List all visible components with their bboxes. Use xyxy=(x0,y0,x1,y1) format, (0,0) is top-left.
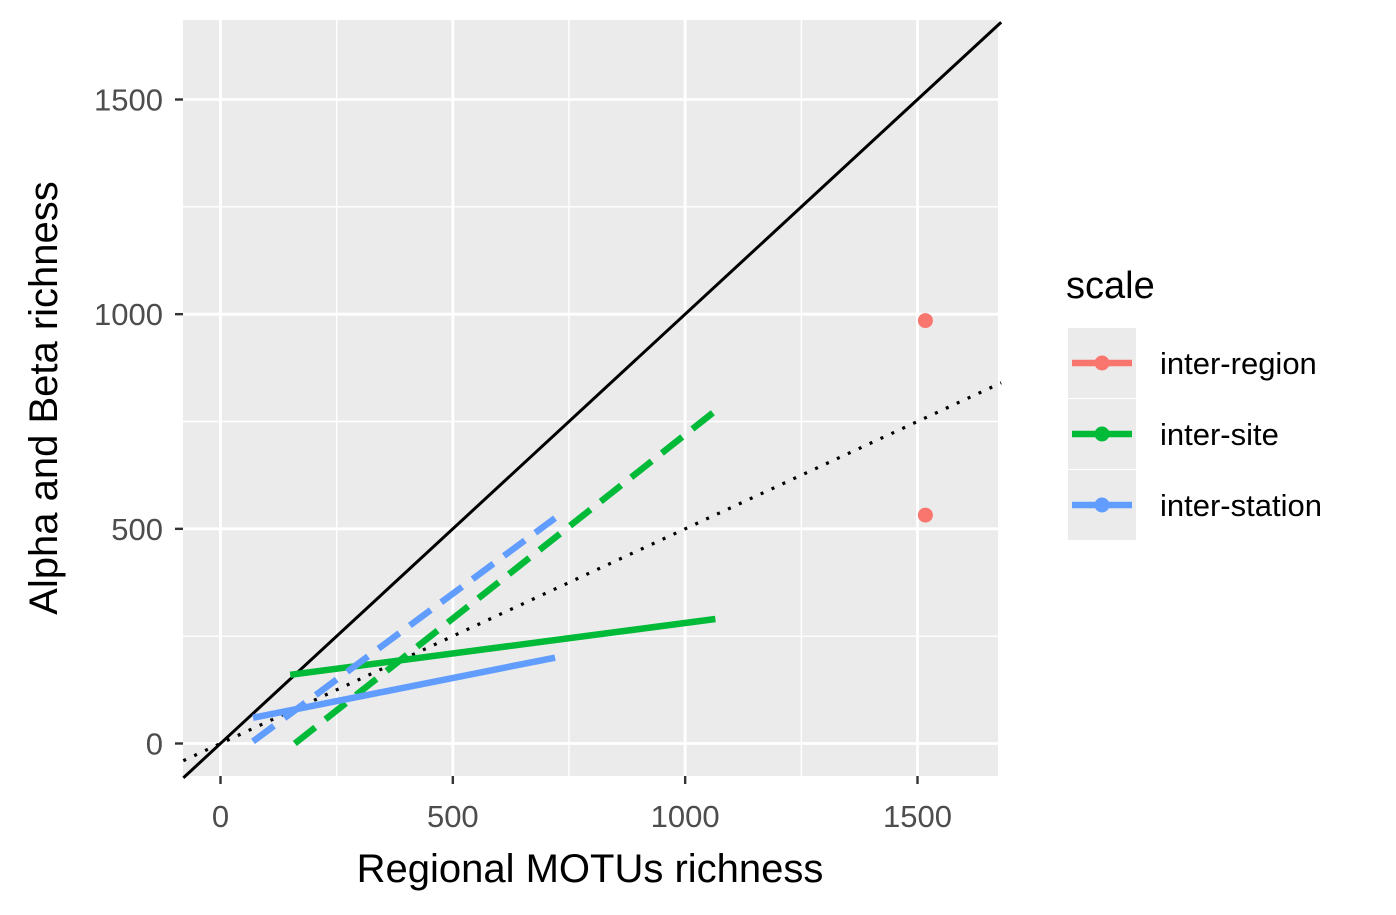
y-tick-label: 1500 xyxy=(94,83,163,118)
inter-station-dashed-line xyxy=(251,515,557,744)
legend-label-inter-station: inter-station xyxy=(1160,488,1322,523)
x-axis-title: Regional MOTUs richness xyxy=(357,847,824,891)
legend-title: scale xyxy=(1066,265,1155,307)
legend-point-inter-site xyxy=(1094,426,1110,442)
legend-point-inter-region xyxy=(1094,355,1110,371)
x-tick-label: 1000 xyxy=(651,799,720,834)
grid-minor xyxy=(183,20,998,776)
x-axis-ticks: 0 500 1000 1500 xyxy=(212,776,952,834)
x-tick-label: 500 xyxy=(427,799,479,834)
inter-site-dashed-line xyxy=(292,408,718,747)
inter-region-point xyxy=(917,507,933,523)
y-tick-label: 0 xyxy=(146,727,163,762)
legend-label-inter-site: inter-site xyxy=(1160,417,1279,452)
legend: inter-region inter-site inter-station xyxy=(1068,328,1322,540)
series-lines xyxy=(251,408,718,747)
inter-region-point xyxy=(917,313,933,329)
reference-line-identity xyxy=(182,21,1003,779)
legend-point-inter-station xyxy=(1094,497,1110,513)
y-tick-label: 500 xyxy=(111,512,163,547)
reference-lines xyxy=(182,21,1003,779)
y-axis-ticks: 0 500 1000 1500 xyxy=(94,83,183,762)
y-axis-title: Alpha and Beta richness xyxy=(22,181,66,615)
x-tick-label: 0 xyxy=(212,799,229,834)
y-tick-label: 1000 xyxy=(94,297,163,332)
x-tick-label: 1500 xyxy=(883,799,952,834)
series-points xyxy=(917,313,933,523)
legend-label-inter-region: inter-region xyxy=(1160,346,1317,381)
plot-panel xyxy=(183,20,998,776)
grid-major xyxy=(183,20,998,776)
